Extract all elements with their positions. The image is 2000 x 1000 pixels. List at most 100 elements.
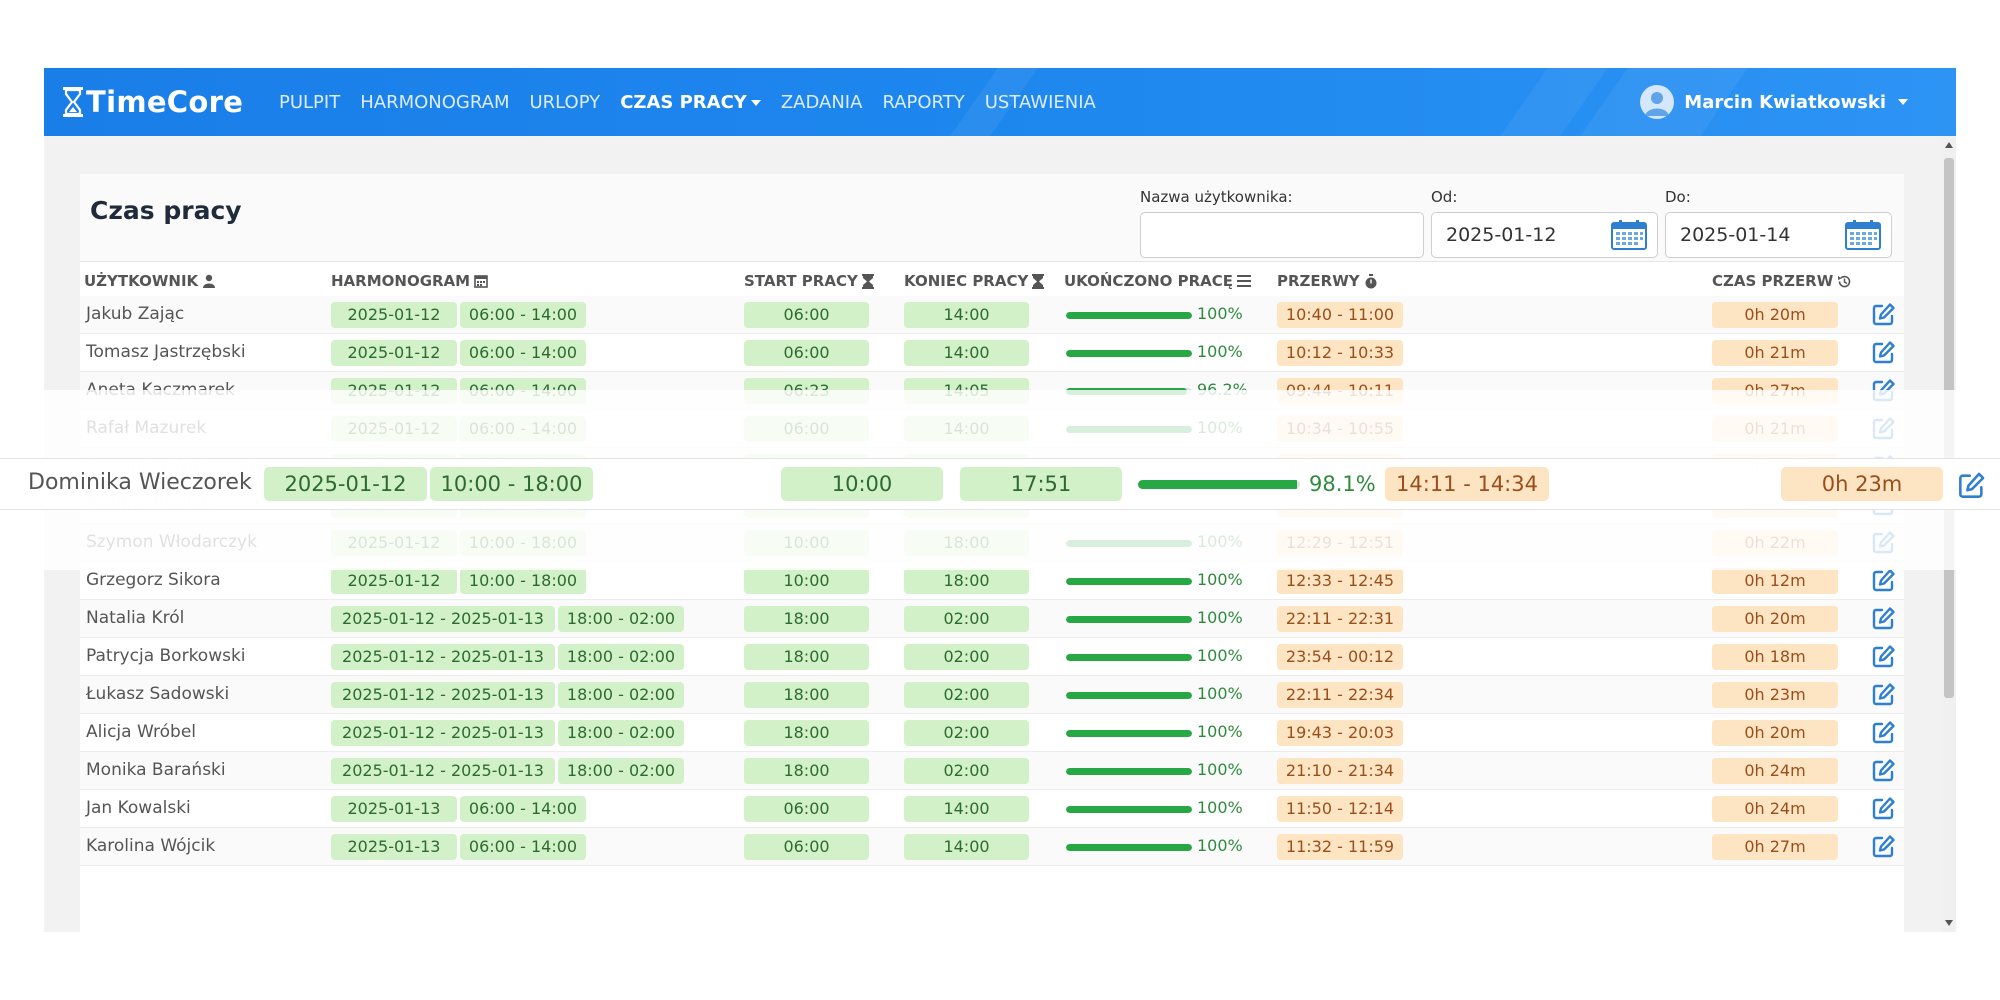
nav-pulpit[interactable]: PULPIT: [279, 91, 341, 113]
end-pill: 14:00: [904, 834, 1029, 860]
end-pill: 02:00: [904, 720, 1029, 746]
schedule-hours-pill: 18:00 - 02:00: [558, 644, 684, 670]
edit-icon[interactable]: [1872, 568, 1896, 592]
user-name-cell: Jakub Zając: [86, 304, 185, 324]
col-end[interactable]: KONIEC PRACY: [904, 272, 1045, 290]
nav-czas-pracy[interactable]: CZAS PRACY: [620, 92, 761, 113]
highlighted-row[interactable]: Dominika Wieczorek 2025-01-12 10:00 - 18…: [0, 458, 2000, 510]
end-pill: 02:00: [904, 644, 1029, 670]
col-break-time[interactable]: CZAS PRZERW: [1712, 272, 1852, 290]
col-completed-label: UKOŃCZONO PRACĘ: [1064, 272, 1234, 290]
nav-raporty[interactable]: RAPORTY: [882, 91, 965, 113]
table-row: Alicja Wróbel 2025-01-12 - 2025-01-13 18:0…: [80, 714, 1904, 752]
user-name-cell: Monika Barański: [86, 760, 226, 780]
schedule-hours-pill: 10:00 - 18:00: [460, 568, 586, 594]
schedule-hours-pill: 06:00 - 14:00: [460, 796, 586, 822]
schedule-date-pill: 2025-01-12 - 2025-01-13: [331, 720, 555, 746]
table-row: Łukasz Sadowski 2025-01-12 - 2025-01-13 18…: [80, 676, 1904, 714]
scroll-up-icon[interactable]: [1945, 142, 1953, 148]
start-pill: 18:00: [744, 644, 869, 670]
progress-bar: [1066, 616, 1192, 623]
break-time-pill: 0h 20m: [1712, 720, 1838, 746]
progress-fill: [1066, 844, 1192, 851]
break-time-pill: 0h 21m: [1712, 340, 1838, 366]
table-row: Karolina Wójcik 2025-01-13 06:00 - 14:00 06…: [80, 828, 1904, 866]
from-label: Od:: [1431, 188, 1458, 206]
scroll-down-icon[interactable]: [1945, 920, 1953, 926]
to-date-input[interactable]: 2025-01-14: [1665, 212, 1892, 258]
breaks-pill: 11:32 - 11:59: [1277, 834, 1403, 860]
progress-bar: [1066, 312, 1192, 319]
edit-icon[interactable]: [1872, 834, 1896, 858]
user-name-cell: Alicja Wróbel: [86, 722, 197, 742]
card-header: Czas pracy Nazwa użytkownika: Od: 2025-0…: [80, 174, 1904, 262]
hourglass-icon: [861, 273, 874, 289]
end-pill: 14:00: [904, 796, 1029, 822]
edit-icon[interactable]: [1872, 758, 1896, 782]
nav-ustawienia[interactable]: USTAWIENIA: [984, 91, 1096, 113]
schedule-date-pill: 2025-01-12: [331, 568, 457, 594]
break-time-pill: 0h 12m: [1712, 568, 1838, 594]
from-date-input[interactable]: 2025-01-12: [1431, 212, 1658, 258]
progress-fill: [1066, 692, 1192, 699]
start-pill: 18:00: [744, 720, 869, 746]
edit-icon[interactable]: [1872, 606, 1896, 630]
highlighted-start-pill: 10:00: [781, 467, 943, 501]
schedule-hours-pill: 06:00 - 14:00: [460, 302, 586, 328]
col-breaks[interactable]: PRZERWY: [1277, 272, 1378, 290]
from-date-value: 2025-01-12: [1446, 224, 1557, 246]
edit-icon[interactable]: [1872, 644, 1896, 668]
username-input[interactable]: [1140, 212, 1424, 258]
edit-icon[interactable]: [1872, 340, 1896, 364]
progress-fill: [1066, 350, 1192, 357]
nav-harmonogram[interactable]: HARMONOGRAM: [360, 91, 510, 113]
progress-bar: [1066, 806, 1192, 813]
brand-logo[interactable]: TimeCore: [62, 82, 243, 122]
percent-label: 100%: [1197, 836, 1243, 855]
schedule-hours-pill: 18:00 - 02:00: [558, 682, 684, 708]
edit-icon[interactable]: [1958, 471, 1986, 499]
progress-bar: [1066, 654, 1192, 661]
col-breaks-label: PRZERWY: [1277, 272, 1360, 290]
caret-down-icon: [750, 99, 761, 106]
calendar-icon[interactable]: [1845, 220, 1881, 250]
col-start[interactable]: START PRACY: [744, 272, 874, 290]
calendar-icon[interactable]: [1611, 220, 1647, 250]
nav-czas-pracy-label: CZAS PRACY: [620, 91, 747, 113]
progress-fill: [1066, 806, 1192, 813]
col-user[interactable]: UŻYTKOWNIK: [84, 272, 216, 290]
table-row: Jakub Zając 2025-01-12 06:00 - 14:00 06:00 1…: [80, 296, 1904, 334]
col-schedule[interactable]: HARMONOGRAM: [331, 272, 488, 290]
edit-icon[interactable]: [1872, 682, 1896, 706]
end-pill: 18:00: [904, 568, 1029, 594]
col-user-label: UŻYTKOWNIK: [84, 272, 199, 290]
break-time-pill: 0h 20m: [1712, 302, 1838, 328]
percent-label: 100%: [1197, 722, 1243, 741]
progress-bar: [1066, 578, 1192, 585]
col-start-label: START PRACY: [744, 272, 858, 290]
nav-zadania[interactable]: ZADANIA: [780, 91, 863, 113]
edit-icon[interactable]: [1872, 302, 1896, 326]
breaks-pill: 10:40 - 11:00: [1277, 302, 1403, 328]
breaks-pill: 12:33 - 12:45: [1277, 568, 1403, 594]
nav-urlopy[interactable]: URLOPY: [529, 91, 601, 113]
progress-fill: [1066, 578, 1192, 585]
highlighted-break-time-pill: 0h 23m: [1781, 467, 1943, 501]
highlighted-end-pill: 17:51: [960, 467, 1122, 501]
col-completed[interactable]: UKOŃCZONO PRACĘ: [1064, 272, 1252, 290]
end-pill: 14:00: [904, 340, 1029, 366]
table-row: Tomasz Jastrzębski 2025-01-12 06:00 - 14:0…: [80, 334, 1904, 372]
progress-bar: [1066, 844, 1192, 851]
user-name-cell: Tomasz Jastrzębski: [86, 342, 246, 362]
end-pill: 02:00: [904, 758, 1029, 784]
edit-icon[interactable]: [1872, 796, 1896, 820]
user-menu[interactable]: Marcin Kwiatkowski: [1640, 84, 1908, 120]
highlighted-date-pill: 2025-01-12: [264, 467, 427, 501]
break-time-pill: 0h 18m: [1712, 644, 1838, 670]
user-name-cell: Łukasz Sadowski: [86, 684, 230, 704]
progress-fill: [1066, 768, 1192, 775]
schedule-hours-pill: 18:00 - 02:00: [558, 606, 684, 632]
schedule-hours-pill: 06:00 - 14:00: [460, 340, 586, 366]
edit-icon[interactable]: [1872, 720, 1896, 744]
breaks-pill: 22:11 - 22:34: [1277, 682, 1403, 708]
